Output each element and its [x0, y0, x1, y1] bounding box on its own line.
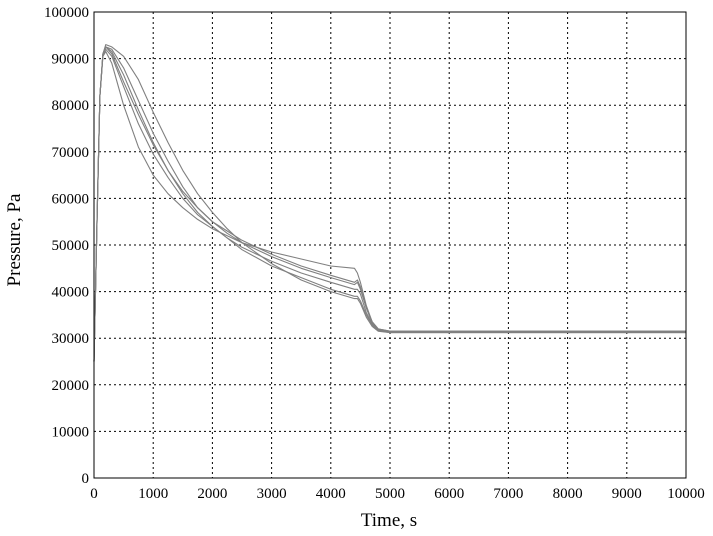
grid — [94, 12, 686, 478]
x-tick-labels: 0 1000 2000 3000 4000 5000 6000 7000 8000 9000 100… — [90, 486, 705, 502]
y-tick-label: 80000 — [52, 98, 90, 114]
x-tick-label: 7000 — [493, 486, 523, 502]
x-tick-label: 6000 — [434, 486, 464, 502]
y-tick-label: 40000 — [52, 285, 90, 301]
x-tick-label: 0 — [90, 486, 98, 502]
series-line-1 — [93, 46, 686, 362]
y-tick-label: 100000 — [44, 5, 89, 21]
x-tick-label: 2000 — [197, 486, 227, 502]
series-line-5 — [93, 46, 686, 362]
y-tick-label: 20000 — [52, 378, 90, 394]
x-tick-label: 10000 — [667, 486, 705, 502]
y-tick-label: 90000 — [52, 52, 90, 68]
y-tick-label: 50000 — [52, 238, 90, 254]
series-group — [93, 44, 686, 362]
x-tick-label: 8000 — [553, 486, 583, 502]
series-line-6 — [93, 46, 686, 362]
y-tick-labels: 0 10000 20000 30000 40000 50000 60000 70000 8000… — [44, 5, 89, 487]
x-tick-label: 5000 — [375, 486, 405, 502]
x-tick-label: 3000 — [257, 486, 287, 502]
y-axis-title: Pressure, Pa — [4, 193, 25, 286]
y-tick-label: 30000 — [52, 331, 90, 347]
y-tick-label: 10000 — [52, 424, 90, 440]
x-axis-title: Time, s — [361, 510, 417, 531]
y-tick-label: 0 — [82, 471, 90, 487]
y-tick-label: 60000 — [52, 191, 90, 207]
x-tick-label: 1000 — [138, 486, 168, 502]
x-tick-label: 4000 — [316, 486, 346, 502]
x-tick-label: 9000 — [612, 486, 642, 502]
plot-frame — [93, 11, 687, 479]
series-line-4 — [93, 48, 686, 362]
y-tick-label: 70000 — [52, 145, 90, 161]
